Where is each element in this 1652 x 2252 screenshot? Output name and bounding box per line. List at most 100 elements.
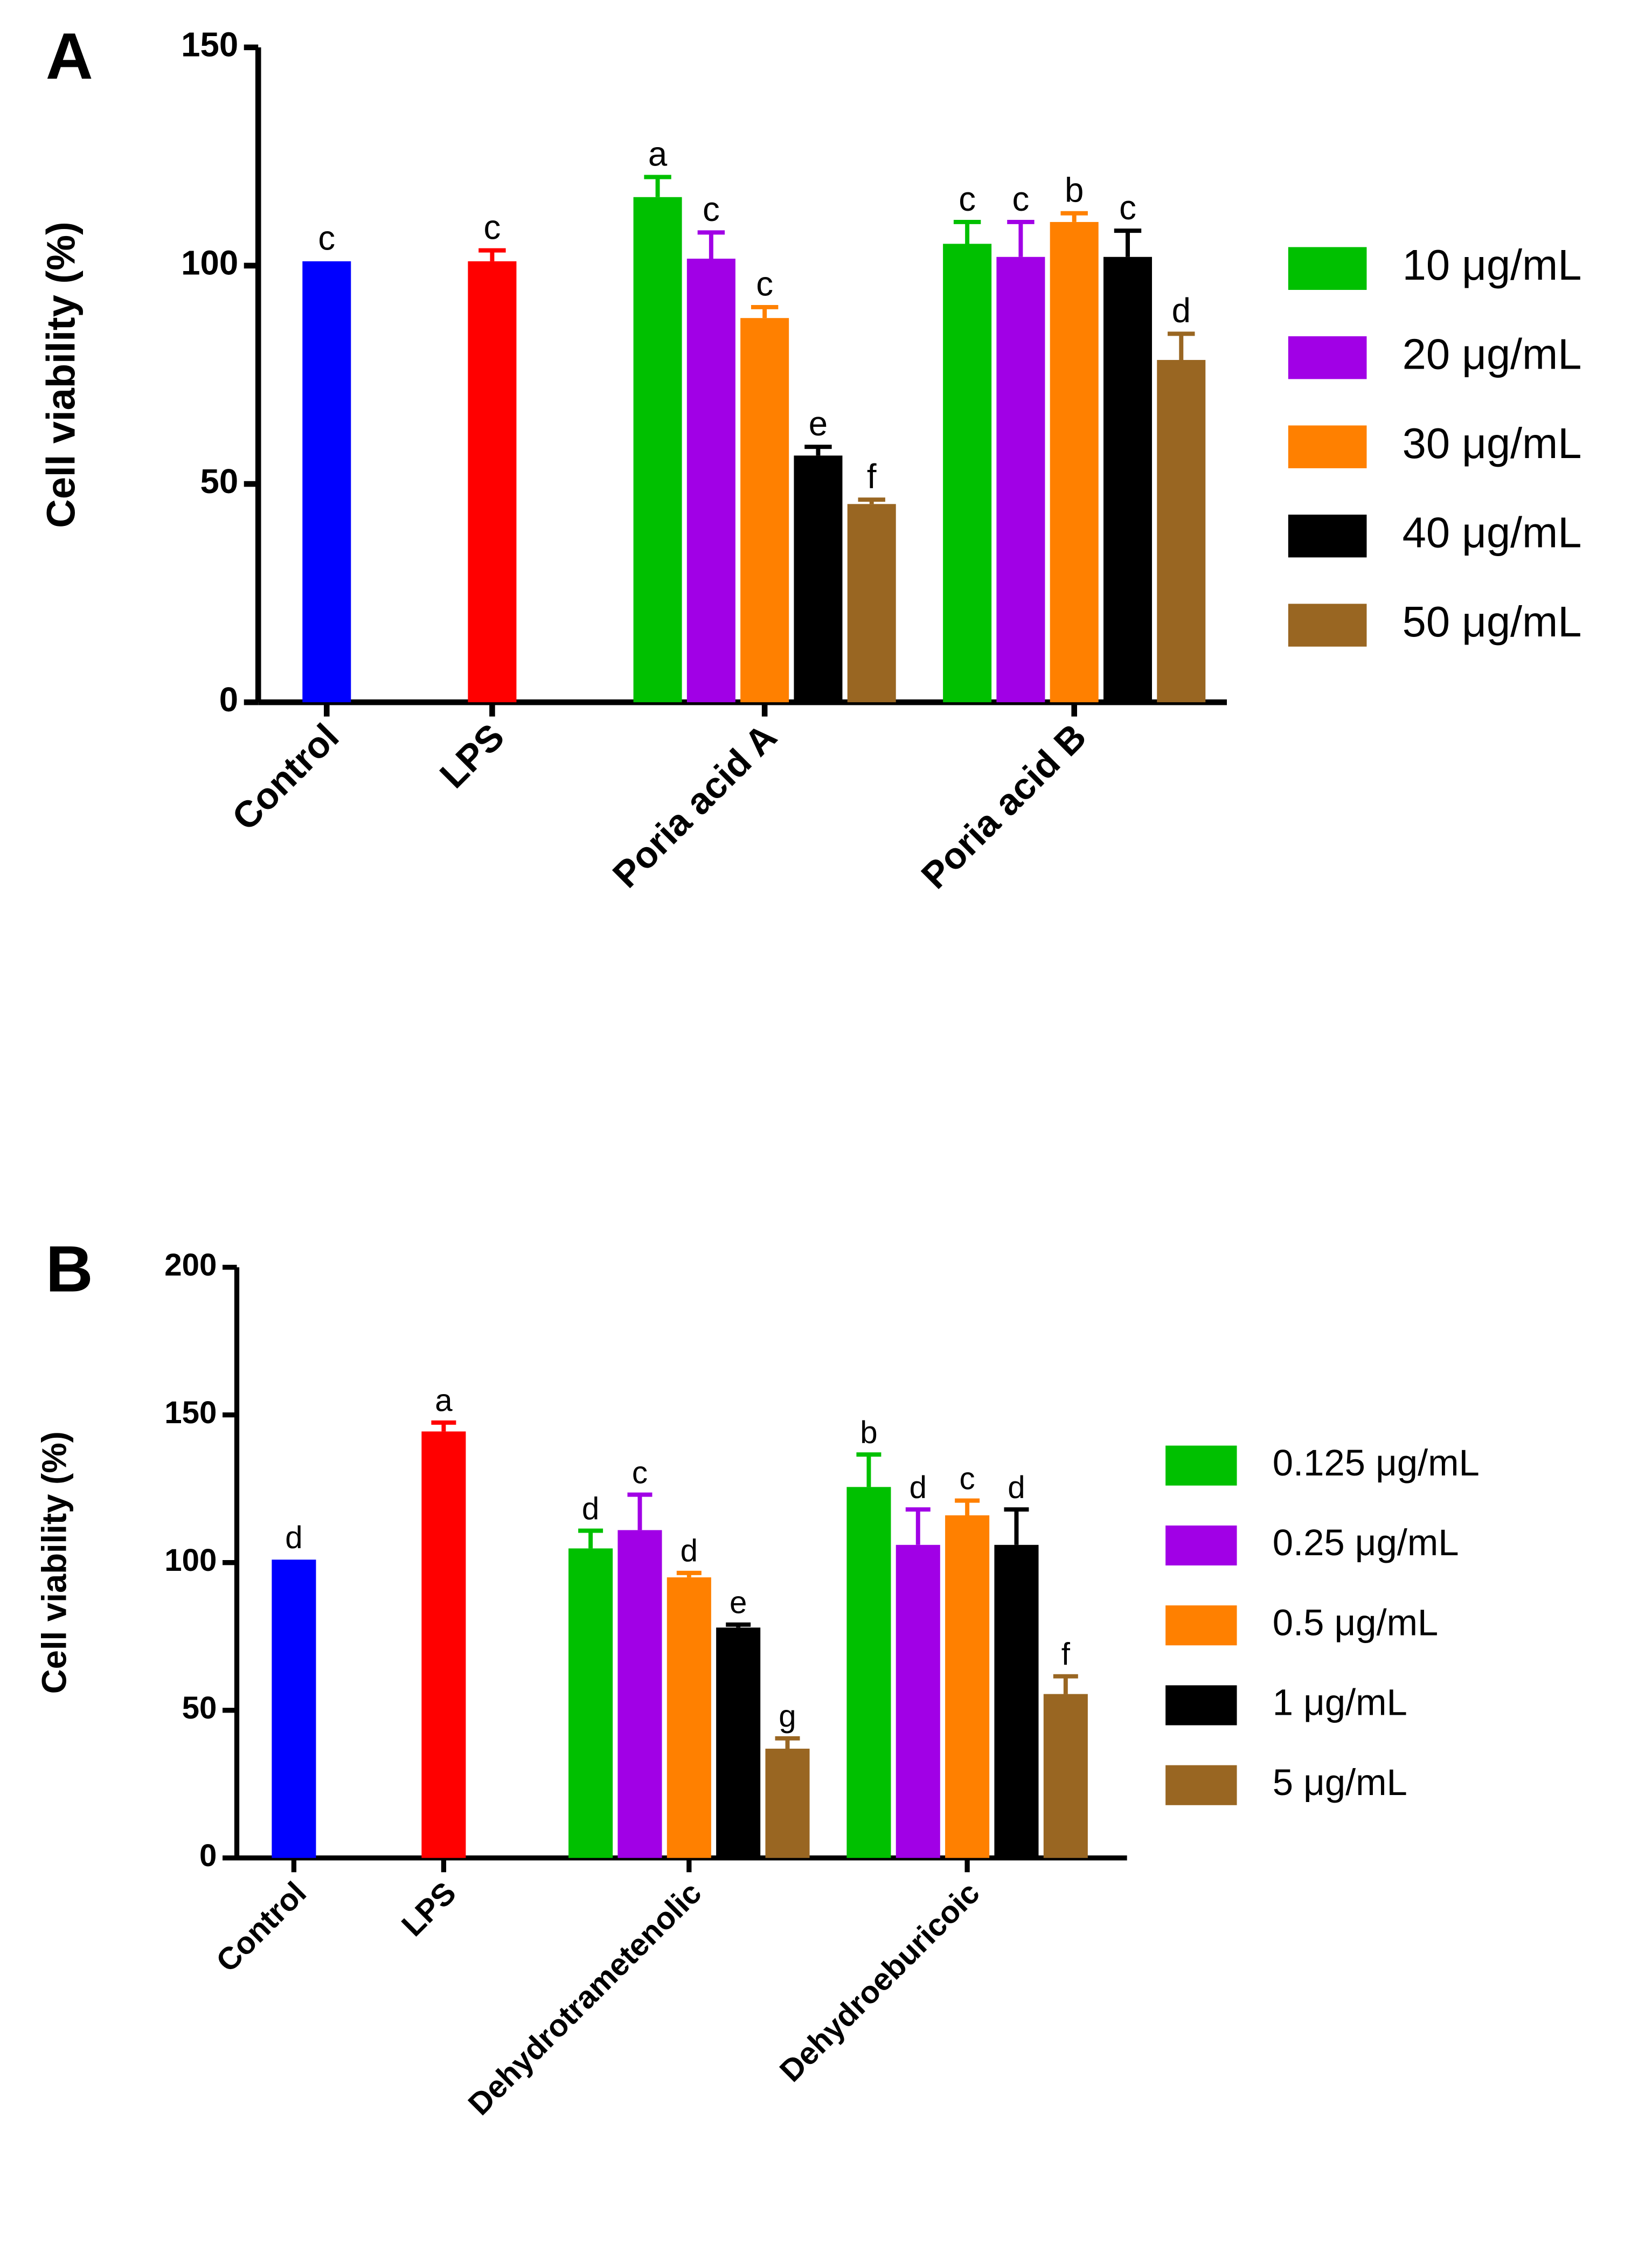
bar xyxy=(617,1530,662,1858)
significance-letter: c xyxy=(960,1461,975,1496)
legend-label: 30 μg/mL xyxy=(1403,419,1582,467)
bar xyxy=(1103,257,1152,703)
significance-letter: d xyxy=(285,1520,302,1555)
bar xyxy=(568,1548,613,1858)
significance-letter: c xyxy=(756,265,773,303)
legend-label: 50 μg/mL xyxy=(1403,598,1582,646)
error-bar xyxy=(1004,1507,1029,1545)
error-bar xyxy=(1060,211,1088,222)
y-tick-label: 100 xyxy=(164,1543,217,1578)
bar xyxy=(468,261,517,703)
legend-swatch xyxy=(1165,1445,1237,1486)
legend-swatch xyxy=(1165,1765,1237,1805)
significance-letter: d xyxy=(582,1491,599,1526)
x-tick-label: Control xyxy=(224,716,346,838)
bar xyxy=(945,1515,990,1858)
significance-letter: c xyxy=(959,180,976,218)
bar xyxy=(302,261,351,703)
error-bar xyxy=(676,1570,702,1578)
significance-letter: c xyxy=(484,208,501,246)
legend-swatch xyxy=(1288,604,1367,647)
bar xyxy=(794,455,843,703)
legend-swatch xyxy=(1288,425,1367,468)
x-tick-label: Control xyxy=(210,1875,313,1979)
bar xyxy=(996,257,1045,703)
x-tick-label: Poria acid A xyxy=(605,716,785,896)
significance-letter: e xyxy=(809,405,828,443)
bar xyxy=(846,1487,891,1858)
significance-letter: d xyxy=(1008,1470,1025,1505)
error-bar xyxy=(905,1507,931,1545)
bar xyxy=(1157,359,1206,703)
significance-letter: a xyxy=(435,1383,453,1418)
error-bar xyxy=(478,248,506,261)
x-tick-label: Dehydrotrametenolic xyxy=(462,1875,709,2122)
significance-letter: b xyxy=(860,1415,877,1450)
y-tick-label: 0 xyxy=(199,1838,217,1873)
significance-letter: d xyxy=(910,1470,927,1505)
x-tick-label: Dehydroeburicoic xyxy=(773,1875,987,2089)
y-axis-title: Cell viability (%) xyxy=(36,1431,74,1694)
legend-label: 20 μg/mL xyxy=(1403,330,1582,378)
error-bar xyxy=(955,1498,980,1515)
bar xyxy=(633,197,682,703)
x-tick-label: LPS xyxy=(432,716,512,796)
significance-letter: c xyxy=(632,1455,648,1490)
bar xyxy=(765,1748,810,1858)
error-bar xyxy=(856,1452,881,1487)
y-tick-label: 50 xyxy=(182,1690,217,1726)
error-bar xyxy=(627,1492,653,1530)
error-bar xyxy=(1114,228,1142,257)
significance-letter: g xyxy=(779,1699,796,1734)
bar xyxy=(421,1431,466,1858)
error-bar xyxy=(578,1528,603,1549)
bar xyxy=(943,244,992,703)
bar xyxy=(896,1544,940,1858)
legend-swatch xyxy=(1165,1605,1237,1646)
error-bar xyxy=(697,230,725,259)
legend-swatch xyxy=(1165,1685,1237,1726)
legend-swatch xyxy=(1288,247,1367,290)
bar xyxy=(847,504,896,703)
significance-letter: f xyxy=(1061,1637,1071,1672)
y-tick-label: 100 xyxy=(181,244,238,282)
significance-letter: a xyxy=(648,135,668,173)
x-tick-label: LPS xyxy=(395,1875,463,1943)
error-bar xyxy=(1168,331,1195,360)
significance-letter: c xyxy=(703,190,720,228)
bar xyxy=(740,318,789,703)
y-tick-label: 150 xyxy=(181,26,238,64)
y-tick-label: 150 xyxy=(164,1395,217,1430)
error-bar xyxy=(1053,1674,1078,1694)
significance-letter: c xyxy=(1119,189,1136,227)
significance-letter: e xyxy=(730,1585,747,1620)
significance-letter: d xyxy=(1172,292,1191,330)
error-bar xyxy=(431,1420,456,1432)
y-tick-label: 0 xyxy=(219,681,238,719)
error-bar xyxy=(858,497,885,504)
legend-swatch xyxy=(1288,514,1367,558)
panel-label: B xyxy=(46,1232,93,1306)
significance-letter: b xyxy=(1065,171,1084,210)
error-bar xyxy=(644,175,671,197)
significance-letter: c xyxy=(1012,180,1030,218)
error-bar xyxy=(804,445,832,456)
error-bar xyxy=(751,304,779,318)
bar xyxy=(686,258,735,703)
significance-letter: c xyxy=(318,219,335,258)
panel-label: A xyxy=(46,19,93,93)
legend-label: 0.5 μg/mL xyxy=(1273,1602,1438,1643)
y-tick-label: 50 xyxy=(200,462,238,501)
bar xyxy=(667,1577,711,1858)
legend-label: 40 μg/mL xyxy=(1403,509,1582,557)
legend-label: 1 μg/mL xyxy=(1273,1682,1407,1723)
error-bar xyxy=(775,1736,800,1749)
legend-swatch xyxy=(1288,336,1367,379)
legend-label: 5 μg/mL xyxy=(1273,1762,1407,1803)
bar xyxy=(716,1627,761,1858)
legend-label: 0.125 μg/mL xyxy=(1273,1442,1480,1484)
significance-letter: f xyxy=(867,458,877,496)
legend-swatch xyxy=(1165,1525,1237,1565)
y-axis-title: Cell viability (%) xyxy=(39,221,84,528)
